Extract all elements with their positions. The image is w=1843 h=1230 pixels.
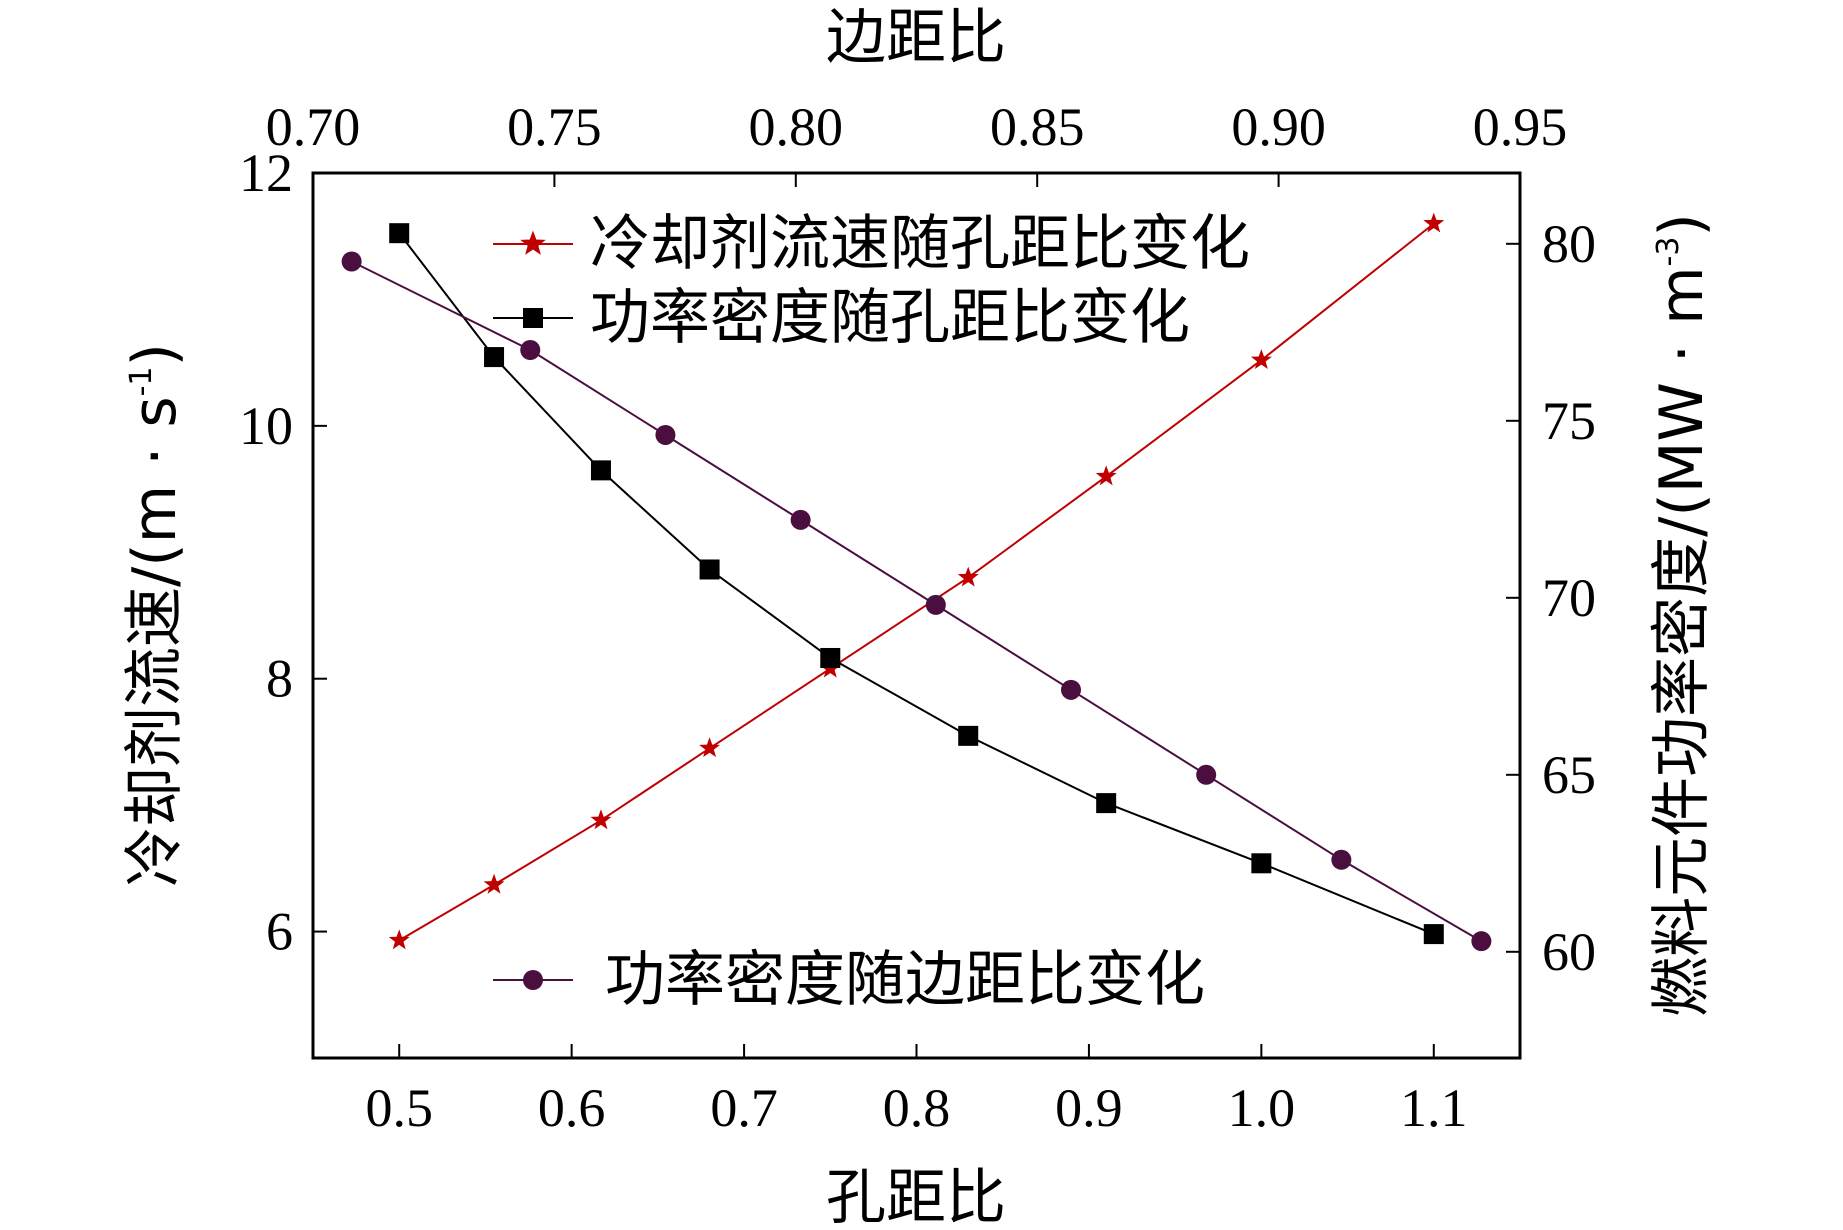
legend-marker-circle <box>523 970 543 990</box>
right-y-axis-title: 燃料元件功率密度/(MW · m-3) <box>1647 213 1717 1017</box>
right-y-tick-label: 70 <box>1542 568 1596 628</box>
data-point-square <box>1096 793 1117 814</box>
legend: 冷却剂流速随孔距比变化 功率密度随孔距比变化 功率密度随边距比变化 <box>493 209 1250 1015</box>
data-point-circle <box>1060 679 1081 700</box>
top-x-tick-label: 0.95 <box>1473 97 1568 157</box>
data-point-circle <box>520 340 541 360</box>
legend-label-coolant-velocity: 冷却剂流速随孔距比变化 <box>590 209 1250 279</box>
data-point-square <box>958 725 979 746</box>
right-y-axis-title-end: ) <box>1647 213 1717 236</box>
left-y-tick-label: 10 <box>239 396 293 456</box>
data-point-star <box>957 566 979 587</box>
left-y-tick-label: 12 <box>239 143 293 203</box>
data-point-square <box>590 460 611 481</box>
series-layer <box>341 212 1492 952</box>
top-x-tick-label: 0.80 <box>749 97 844 157</box>
bottom-x-tick-label: 0.7 <box>710 1078 778 1138</box>
bottom-x-tick-label: 0.9 <box>1055 1078 1123 1138</box>
data-point-star <box>590 809 612 830</box>
top-x-tick-label: 0.85 <box>990 97 1085 157</box>
data-point-square <box>389 223 410 244</box>
top-x-tick-label: 0.90 <box>1231 97 1326 157</box>
right-y-tick-label: 65 <box>1542 745 1596 805</box>
top-x-axis-title: 边距比 <box>826 3 1006 73</box>
legend-marker-star <box>520 230 546 255</box>
left-y-axis-title-sup: -1 <box>124 366 159 396</box>
data-point-star <box>699 737 721 758</box>
data-point-square <box>484 347 505 368</box>
right-y-tick-label: 75 <box>1542 391 1596 451</box>
data-point-square <box>699 559 720 580</box>
right-y-axis-title-sup: -3 <box>1651 237 1686 267</box>
data-point-star <box>483 873 505 894</box>
data-point-circle <box>655 424 676 445</box>
right-y-tick-label: 60 <box>1542 922 1596 982</box>
data-point-square <box>1423 924 1444 945</box>
bottom-x-tick-label: 0.5 <box>365 1078 433 1138</box>
legend-entry-power-density-edge: 功率密度随边距比变化 <box>493 945 1205 1015</box>
series-1 <box>389 223 1444 945</box>
bottom-x-tick-label: 1.1 <box>1400 1078 1468 1138</box>
data-point-circle <box>1196 764 1217 785</box>
bottom-x-tick-label: 0.6 <box>538 1078 606 1138</box>
data-point-square <box>1251 853 1272 874</box>
series-2 <box>341 251 1492 952</box>
bottom-x-tick-label: 1.0 <box>1228 1078 1296 1138</box>
data-point-star <box>388 929 410 950</box>
data-point-circle <box>1331 849 1352 870</box>
top-x-tick-label: 0.70 <box>266 97 361 157</box>
bottom-x-axis-title: 孔距比 <box>826 1163 1006 1230</box>
data-point-square <box>820 647 841 668</box>
data-point-circle <box>1471 931 1492 952</box>
legend-label-power-density-edge: 功率密度随边距比变化 <box>605 945 1205 1015</box>
bottom-x-tick-label: 0.8 <box>883 1078 951 1138</box>
left-y-axis-title-end: ) <box>120 343 190 366</box>
legend-entry-power-density-pitch: 功率密度随孔距比变化 <box>493 283 1190 353</box>
left-y-tick-label: 6 <box>266 902 293 962</box>
series-line <box>351 260 1482 943</box>
top-x-axis: 0.70 0.75 0.80 0.85 0.90 0.95 <box>266 97 1568 187</box>
left-y-axis-title-main: 冷却剂流速/(m · s <box>120 396 190 887</box>
data-point-circle <box>925 594 946 615</box>
bottom-x-axis: 0.5 0.6 0.7 0.8 0.9 1.0 1.1 <box>365 1044 1468 1138</box>
left-y-tick-label: 8 <box>266 649 293 709</box>
legend-entry-coolant-velocity: 冷却剂流速随孔距比变化 <box>493 209 1250 279</box>
data-point-circle <box>790 509 811 530</box>
right-y-axis-title-main: 燃料元件功率密度/(MW · m <box>1647 266 1717 1016</box>
legend-marker-square <box>523 308 543 328</box>
data-point-star <box>1095 465 1117 486</box>
left-y-axis: 6 8 10 12 <box>239 143 327 962</box>
legend-label-power-density-pitch: 功率密度随孔距比变化 <box>590 283 1190 353</box>
top-x-tick-label: 0.75 <box>507 97 602 157</box>
right-y-axis: 60 65 70 75 80 <box>1506 214 1596 982</box>
data-point-star <box>1250 349 1272 370</box>
data-point-star <box>1423 212 1445 233</box>
right-y-tick-label: 80 <box>1542 214 1596 274</box>
left-y-axis-title: 冷却剂流速/(m · s-1) <box>120 343 190 887</box>
data-point-circle <box>341 251 362 272</box>
